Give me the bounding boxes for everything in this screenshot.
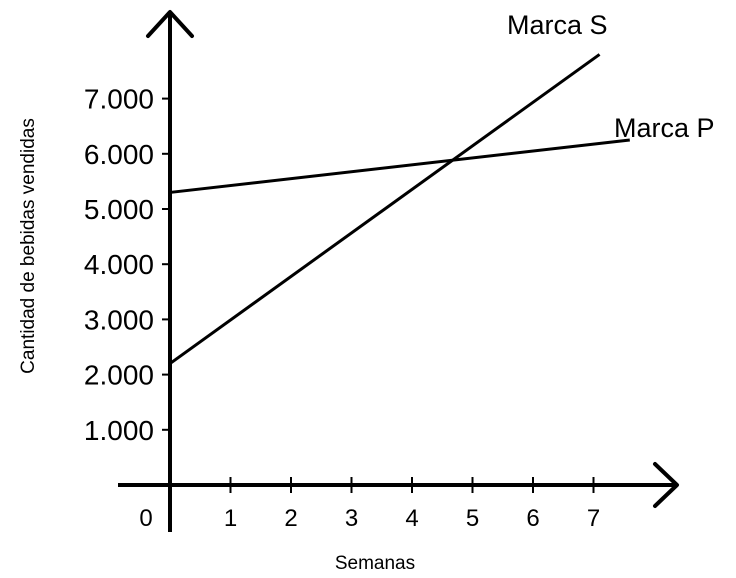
series-group: Marca S Marca P (169, 10, 715, 365)
series-line-marca-p (169, 138, 630, 194)
x-tick-group: 1 2 3 4 5 6 7 (224, 477, 600, 532)
y-tick-label: 4.000 (84, 249, 154, 280)
y-tick-group: 1.000 2.000 3.000 4.000 5.000 6.000 7.000 (84, 84, 170, 446)
x-tick-label: 6 (526, 505, 539, 532)
x-tick-label: 5 (466, 505, 479, 532)
x-axis-label: Semanas (335, 553, 415, 574)
y-tick-label: 5.000 (84, 194, 154, 225)
y-tick-label: 1.000 (84, 415, 154, 446)
series-label-marca-s: Marca S (507, 10, 608, 40)
y-tick-label: 7.000 (84, 84, 154, 115)
y-axis-arrow-icon (146, 10, 194, 38)
y-tick-label: 6.000 (84, 139, 154, 170)
x-axis-arrow-icon (653, 462, 679, 508)
x-tick-label: 3 (345, 505, 358, 532)
y-axis-label: Cantidad de bebidas vendidas (18, 118, 39, 374)
x-tick-label: 1 (224, 505, 237, 532)
series-label-marca-p: Marca P (614, 113, 715, 143)
origin-label: 0 (139, 505, 152, 532)
x-tick-label: 2 (284, 505, 297, 532)
x-tick-label: 7 (587, 505, 600, 532)
x-tick-label: 4 (405, 505, 418, 532)
y-tick-label: 2.000 (84, 360, 154, 391)
y-tick-label: 3.000 (84, 304, 154, 335)
axes (118, 10, 679, 532)
series-line-marca-s (169, 53, 601, 365)
